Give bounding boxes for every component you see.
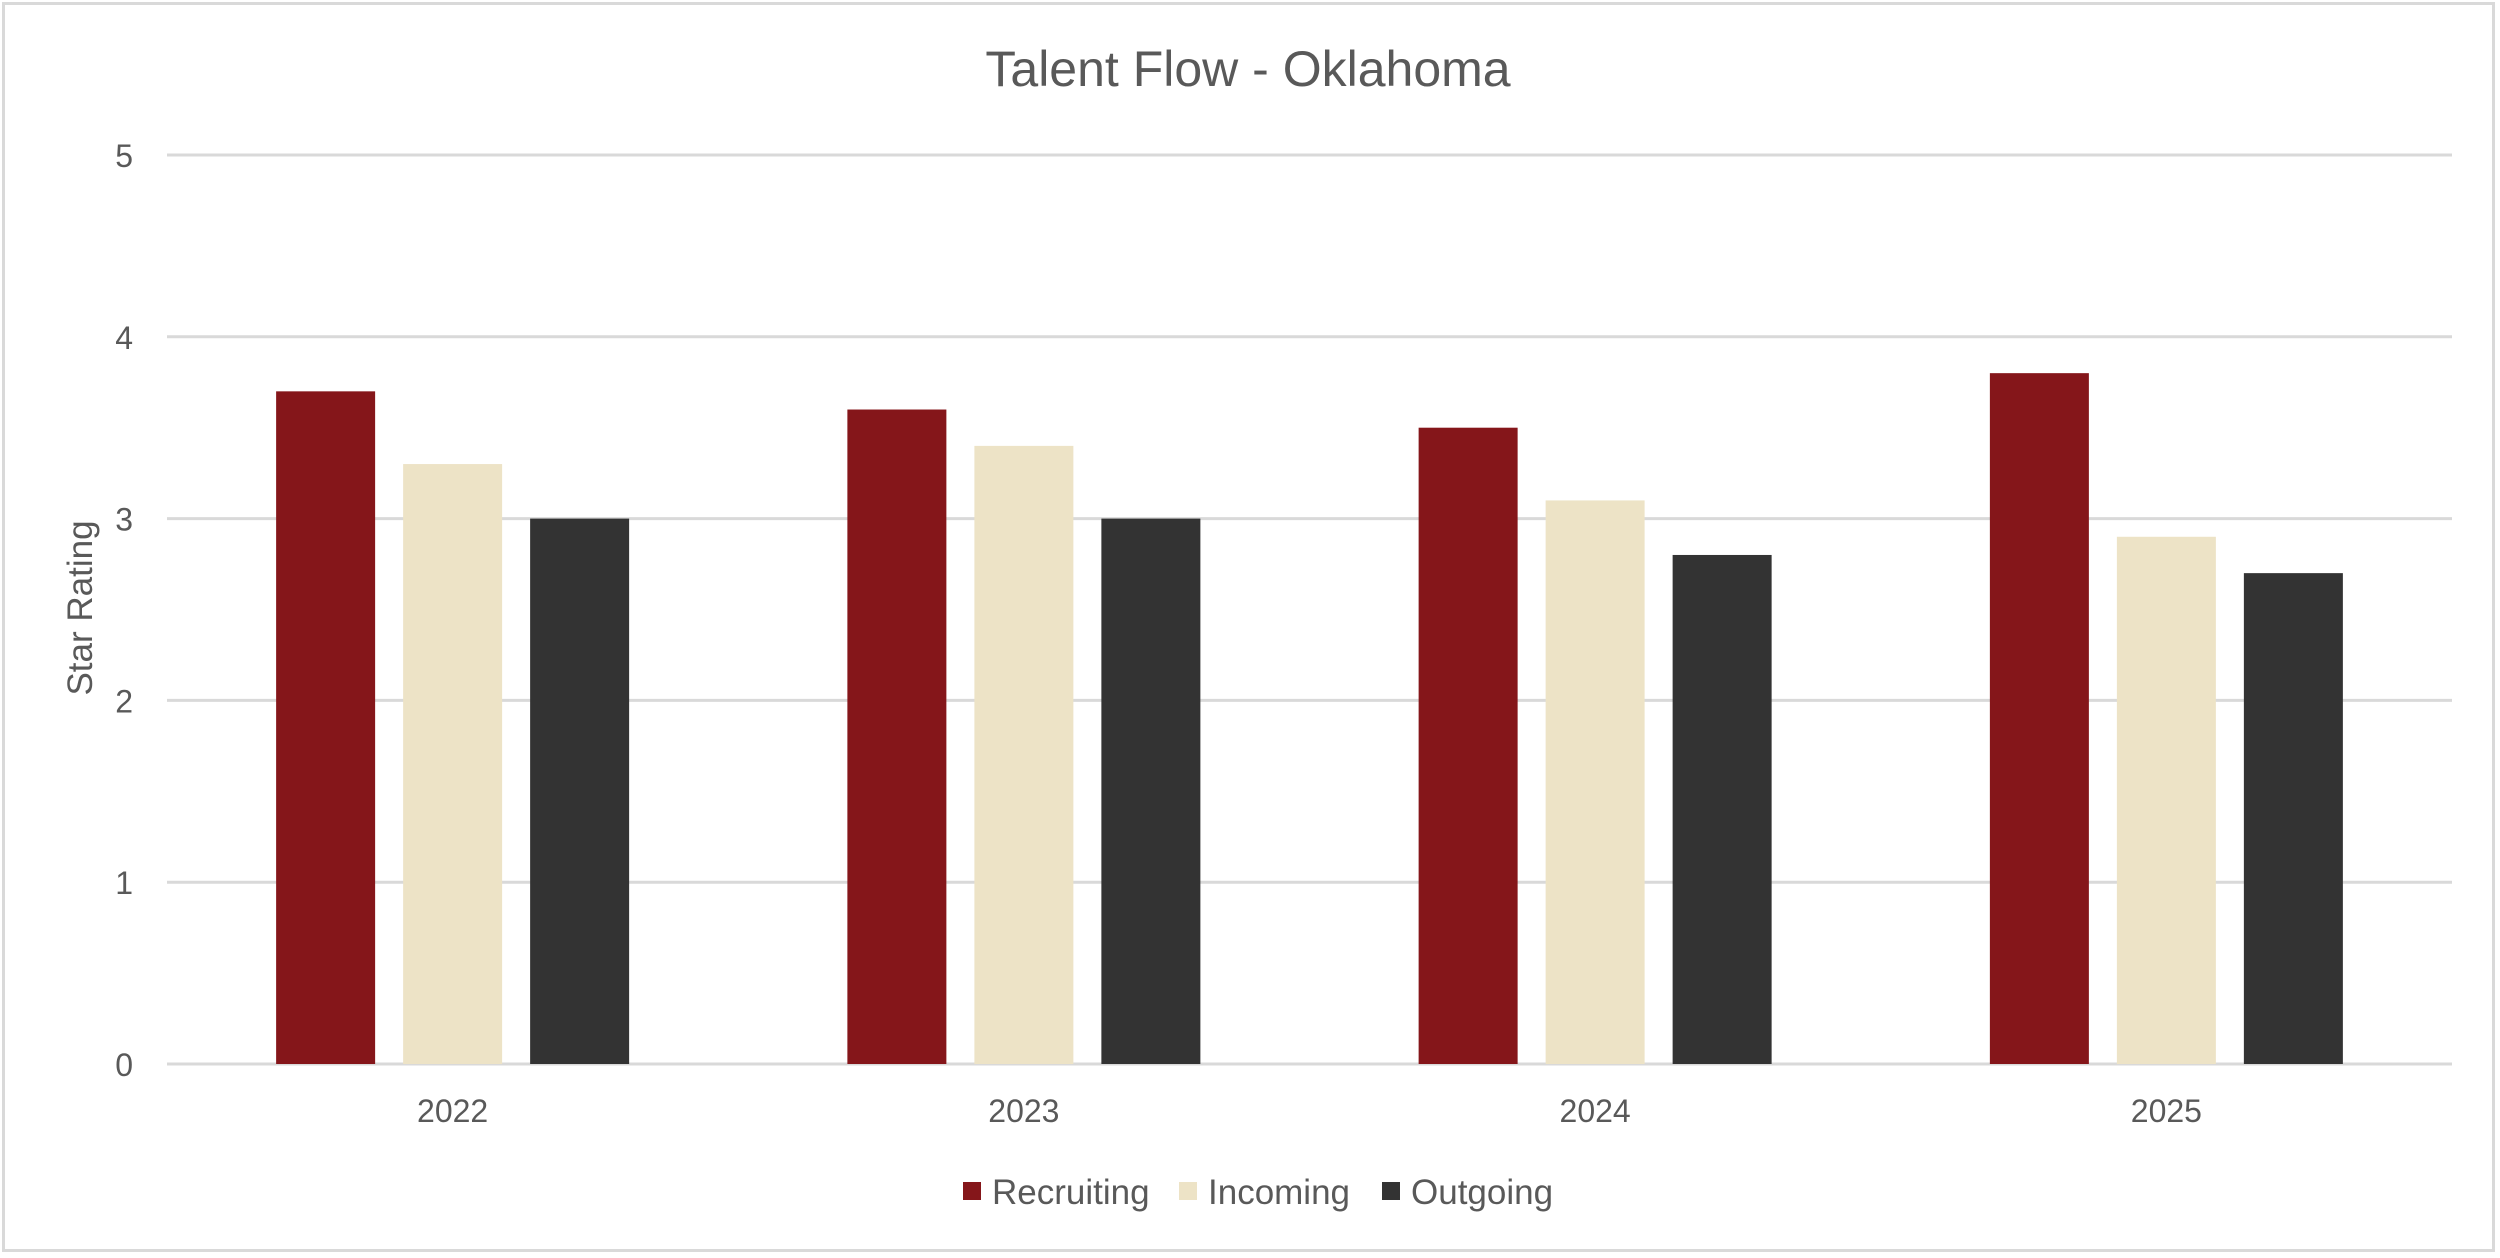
y-tick-label: 0 <box>115 1047 133 1083</box>
bar-outgoing-2024 <box>1672 554 1772 1064</box>
bars <box>276 373 2343 1065</box>
y-tick-labels: 0 1 2 3 4 5 <box>115 138 133 1083</box>
bar-recruiting-2022 <box>276 391 376 1065</box>
bar-recruiting-2025 <box>1989 373 2089 1064</box>
x-tick-label: 2023 <box>988 1093 1059 1129</box>
legend-label-recruiting: Recruiting <box>992 1173 1150 1212</box>
legend-swatch-outgoing <box>1382 1182 1400 1200</box>
bar-recruiting-2023 <box>847 409 947 1064</box>
legend-swatch-incoming <box>1179 1182 1197 1200</box>
y-tick-label: 5 <box>115 138 133 174</box>
x-tick-label: 2025 <box>2131 1093 2202 1129</box>
bar-incoming-2022 <box>403 464 503 1064</box>
bar-incoming-2024 <box>1545 500 1645 1064</box>
legend-swatch-recruiting <box>963 1182 981 1200</box>
x-tick-label: 2024 <box>1560 1093 1631 1129</box>
y-tick-label: 4 <box>115 320 133 356</box>
gridlines <box>167 153 2452 1066</box>
bar-incoming-2023 <box>974 445 1074 1064</box>
bar-outgoing-2023 <box>1101 518 1201 1064</box>
legend-label-incoming: Incoming <box>1208 1173 1350 1212</box>
y-tick-label: 2 <box>115 683 133 719</box>
bar-incoming-2025 <box>2116 536 2216 1064</box>
x-tick-labels: 2022 2023 2024 2025 <box>417 1093 2202 1129</box>
y-axis-title: Star Rating <box>61 520 100 695</box>
y-tick-label: 1 <box>115 865 133 901</box>
legend-label-outgoing: Outgoing <box>1411 1173 1553 1212</box>
y-tick-label: 3 <box>115 502 133 538</box>
legend: Recruiting Incoming Outgoing <box>963 1173 1553 1212</box>
x-tick-label: 2022 <box>417 1093 488 1129</box>
bar-recruiting-2024 <box>1418 427 1518 1064</box>
bar-outgoing-2025 <box>2243 573 2343 1064</box>
chart-title: Talent Flow - Oklahoma <box>985 41 1510 97</box>
bar-outgoing-2022 <box>530 518 630 1064</box>
